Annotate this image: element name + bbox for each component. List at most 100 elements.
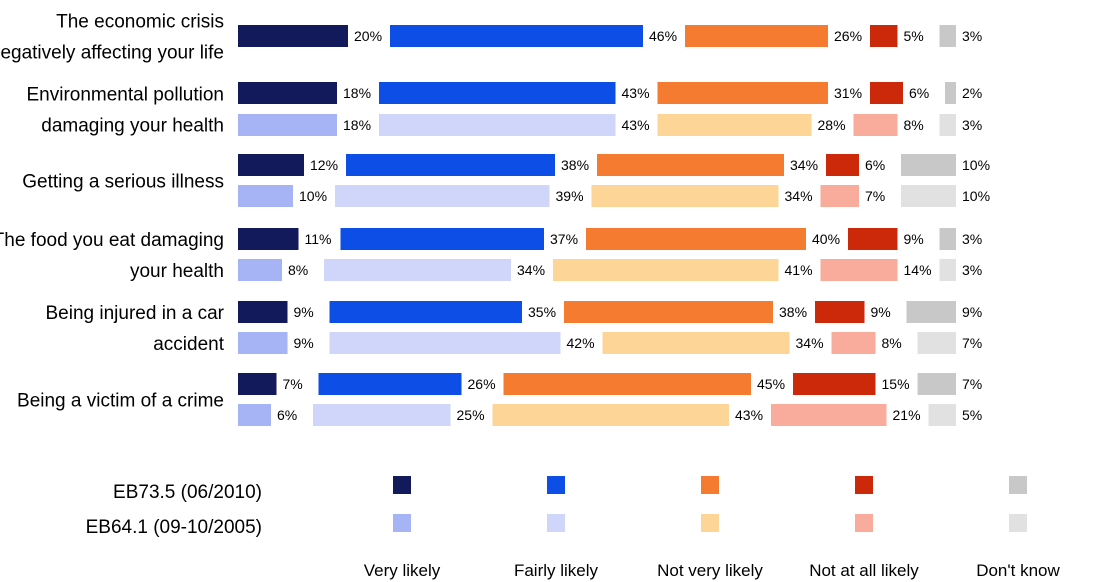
bar-not-very-likely-eb64	[492, 404, 729, 426]
data-label: 6%	[909, 85, 929, 101]
bar-very-likely-eb64	[238, 332, 288, 354]
legend-series-label: EB73.5 (06/2010)	[113, 482, 262, 503]
bar-fairly-likely-eb73	[329, 301, 522, 323]
category-label: Getting a serious illness	[22, 172, 224, 193]
data-label: 26%	[468, 376, 496, 392]
data-label: 6%	[277, 407, 297, 423]
bar-fairly-likely-eb64	[335, 185, 550, 207]
data-label: 34%	[796, 335, 824, 351]
bar-fairly-likely-eb64	[313, 404, 451, 426]
item-6: Being a victim of a crime 7% 26% 45% 15% 7% 6%…	[17, 373, 982, 426]
item-2: Environmental pollution damaging your hea…	[26, 82, 982, 137]
data-label: 41%	[785, 262, 813, 278]
data-label: 34%	[790, 157, 818, 173]
legend-category-label: Very likely	[364, 561, 441, 580]
legend-category-label: Not at all likely	[809, 561, 919, 580]
legend-category-label: Don't know	[976, 561, 1060, 580]
data-label: 38%	[779, 304, 807, 320]
item-4: The food you eat damaging your health 11% 3…	[0, 228, 982, 282]
legend-series-label: EB64.1 (09-10/2005)	[86, 517, 262, 538]
bar-not-very-likely-eb64	[657, 114, 812, 136]
bar-don-t-know-eb73	[939, 25, 956, 47]
item-1: The economic crisis negatively affecting …	[0, 12, 982, 64]
category-label: Environmental pollution	[26, 85, 224, 106]
data-label: 2%	[962, 85, 982, 101]
data-label: 9%	[962, 304, 982, 320]
data-label: 12%	[310, 157, 338, 173]
data-label: 9%	[904, 231, 924, 247]
bar-not-at-all-likely-eb64	[853, 114, 898, 136]
data-label: 3%	[962, 231, 982, 247]
bar-don-t-know-eb64	[928, 404, 956, 426]
bar-fairly-likely-eb73	[318, 373, 462, 395]
bar-fairly-likely-eb73	[379, 82, 616, 104]
data-label: 35%	[528, 304, 556, 320]
bar-not-very-likely-eb64	[553, 259, 779, 281]
bar-don-t-know-eb64	[917, 332, 956, 354]
bar-don-t-know-eb73	[901, 154, 956, 176]
data-label: 9%	[871, 304, 891, 320]
legend-swatch-very-likely-eb73	[393, 476, 411, 494]
category-label: damaging your health	[41, 116, 224, 137]
data-label: 11%	[305, 231, 332, 247]
bar-fairly-likely-eb64	[324, 259, 511, 281]
data-label: 37%	[550, 231, 578, 247]
bar-fairly-likely-eb64	[329, 332, 561, 354]
bar-don-t-know-eb73	[917, 373, 956, 395]
bar-don-t-know-eb73	[906, 301, 956, 323]
data-label: 34%	[785, 188, 813, 204]
legend-swatch-not-at-all-likely-eb73	[855, 476, 873, 494]
bar-not-at-all-likely-eb73	[870, 25, 898, 47]
bar-very-likely-eb73	[238, 373, 277, 395]
data-label: 3%	[962, 28, 982, 44]
data-label: 8%	[882, 335, 902, 351]
bar-fairly-likely-eb73	[346, 154, 555, 176]
data-label: 28%	[818, 117, 846, 133]
data-label: 43%	[735, 407, 763, 423]
legend-swatch-not-very-likely-eb64	[701, 514, 719, 532]
bar-fairly-likely-eb73	[390, 25, 643, 47]
bar-very-likely-eb73	[238, 301, 288, 323]
bar-fairly-likely-eb73	[340, 228, 544, 250]
data-label: 34%	[517, 262, 545, 278]
bar-not-at-all-likely-eb73	[815, 301, 865, 323]
bar-not-very-likely-eb73	[685, 25, 828, 47]
bar-very-likely-eb73	[238, 25, 348, 47]
bar-not-very-likely-eb73	[657, 82, 828, 104]
bar-very-likely-eb64	[238, 114, 337, 136]
bar-not-at-all-likely-eb73	[848, 228, 898, 250]
bar-not-at-all-likely-eb64	[771, 404, 887, 426]
bar-very-likely-eb64	[238, 259, 282, 281]
data-label: 3%	[962, 262, 982, 278]
legend-category-label: Not very likely	[657, 561, 763, 580]
bar-not-very-likely-eb73	[503, 373, 751, 395]
category-label: The food you eat damaging	[0, 230, 224, 251]
bar-don-t-know-eb73	[939, 228, 956, 250]
data-label: 8%	[288, 262, 308, 278]
bar-very-likely-eb73	[238, 154, 304, 176]
bar-very-likely-eb73	[238, 228, 299, 250]
data-label: 26%	[834, 28, 862, 44]
bar-not-at-all-likely-eb73	[870, 82, 903, 104]
legend-swatch-don-t-know-eb73	[1009, 476, 1027, 494]
bar-don-t-know-eb64	[939, 259, 956, 281]
category-label: accident	[153, 334, 224, 355]
category-label: Being a victim of a crime	[17, 391, 224, 412]
item-5: Being injured in a car accident 9% 35% 38% 9%…	[46, 301, 982, 355]
category-label: The economic crisis	[56, 12, 224, 33]
bar-rows: The economic crisis negatively affecting …	[0, 12, 990, 426]
data-label: 6%	[865, 157, 885, 173]
data-label: 46%	[649, 28, 677, 44]
bar-not-at-all-likely-eb64	[820, 185, 859, 207]
category-label: negatively affecting your life	[0, 43, 224, 64]
data-label: 5%	[962, 407, 982, 423]
data-label: 18%	[343, 85, 371, 101]
bar-don-t-know-eb64	[939, 114, 956, 136]
data-label: 38%	[561, 157, 589, 173]
bar-not-at-all-likely-eb64	[820, 259, 898, 281]
data-label: 15%	[882, 376, 910, 392]
data-label: 8%	[904, 117, 924, 133]
bar-not-at-all-likely-eb73	[793, 373, 876, 395]
legend-swatch-fairly-likely-eb64	[547, 514, 565, 532]
legend-swatch-not-at-all-likely-eb64	[855, 514, 873, 532]
